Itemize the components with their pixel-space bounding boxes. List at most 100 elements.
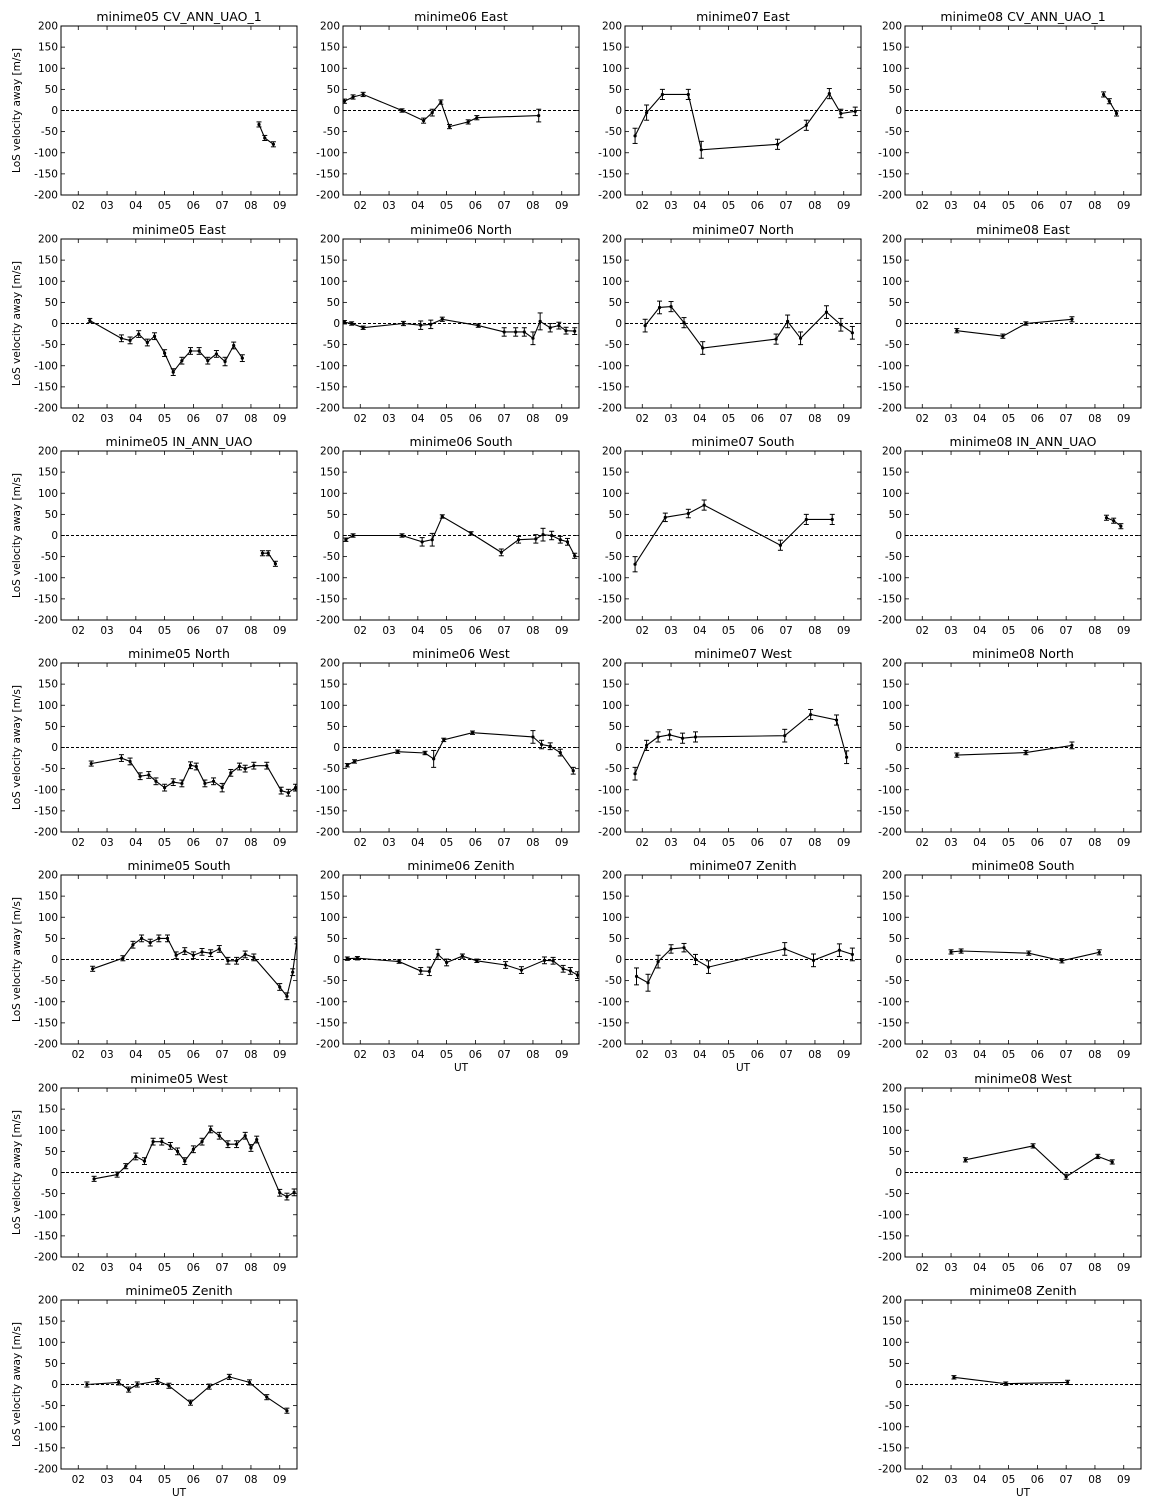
data-point xyxy=(89,761,93,766)
y-tick-label: -150 xyxy=(316,381,340,393)
x-tick-label: 07 xyxy=(215,1049,228,1061)
x-tick-label: 05 xyxy=(722,413,735,425)
x-tick-label: 03 xyxy=(944,200,957,212)
x-tick-label: 08 xyxy=(526,413,539,425)
y-tick-label: 0 xyxy=(895,105,902,117)
data-point xyxy=(203,781,207,786)
x-tick-label: 02 xyxy=(72,837,85,849)
y-tick-label: 150 xyxy=(38,1104,58,1116)
data-point xyxy=(137,332,141,336)
data-point xyxy=(668,733,672,737)
subplot: minime05 West 02 03 04 05 06 07 08 09 -200 -150 -10… xyxy=(11,1071,298,1274)
x-tick-label: 02 xyxy=(72,1262,85,1274)
x-tick-label: 02 xyxy=(916,413,929,425)
y-tick-label: -150 xyxy=(878,1017,902,1029)
data-series xyxy=(88,754,297,797)
axes-frame xyxy=(624,238,862,409)
data-point xyxy=(551,959,555,963)
x-tick-label: 07 xyxy=(779,200,792,212)
data-point xyxy=(657,305,662,310)
subplot: minime07 Zenith 02 03 04 05 06 07 08 09 -200 -150 -… xyxy=(598,858,862,1074)
axes-frame xyxy=(60,1087,298,1258)
y-tick-label: -100 xyxy=(34,572,58,584)
data-point xyxy=(134,1154,138,1159)
subplot: minime05 East 02 03 04 05 06 07 08 09 -200 -150 -10… xyxy=(11,222,298,425)
y-tick-label: 0 xyxy=(51,954,58,966)
data-point xyxy=(1064,1175,1068,1179)
x-tick-label: 08 xyxy=(808,1049,821,1061)
data-point xyxy=(548,326,552,330)
data-point xyxy=(263,136,267,140)
axes-frame xyxy=(904,1299,1142,1470)
data-point xyxy=(686,92,690,97)
x-tick-label: 03 xyxy=(664,837,677,849)
data-point xyxy=(1097,950,1101,954)
y-tick-label: 100 xyxy=(38,700,58,712)
x-tick-label: 08 xyxy=(526,200,539,212)
y-tick-label: -200 xyxy=(598,190,622,202)
y-tick-label: -50 xyxy=(885,339,902,351)
x-tick-label: 08 xyxy=(244,413,257,425)
data-point xyxy=(669,305,673,309)
data-point xyxy=(830,517,834,522)
y-tick-label: 200 xyxy=(38,234,58,246)
data-point xyxy=(682,946,686,950)
y-tick-label: 200 xyxy=(38,1083,58,1095)
x-tick-label: 03 xyxy=(100,837,113,849)
x-tick-label: 07 xyxy=(497,413,510,425)
y-tick-label: -200 xyxy=(316,403,340,415)
x-tick-label: 07 xyxy=(1059,837,1072,849)
y-tick-label: 0 xyxy=(333,742,340,754)
y-tick-label: -200 xyxy=(878,827,902,839)
y-tick-label: 150 xyxy=(320,679,340,691)
series-line xyxy=(262,552,276,565)
x-tick-label: 08 xyxy=(1088,1049,1101,1061)
y-tick-label: 100 xyxy=(38,276,58,288)
data-point xyxy=(1101,92,1106,97)
data-point xyxy=(217,947,221,951)
data-point xyxy=(699,148,703,152)
x-tick-label: 06 xyxy=(1031,837,1045,849)
y-tick-label: 50 xyxy=(889,1358,902,1370)
data-point xyxy=(469,531,473,535)
subplot: minime05 CV_ANN_UAO_1 02 03 04 05 06 07 08 09 -20… xyxy=(11,9,298,212)
data-point xyxy=(401,321,406,326)
y-tick-label: 200 xyxy=(38,658,58,670)
data-series xyxy=(343,312,578,346)
y-tick-label: -200 xyxy=(598,1039,622,1051)
x-tick-label: 08 xyxy=(526,837,539,849)
x-tick-label: 04 xyxy=(693,413,707,425)
y-tick-label: 100 xyxy=(882,1125,902,1137)
data-point xyxy=(200,1140,204,1144)
y-tick-label: -100 xyxy=(598,572,622,584)
data-point xyxy=(226,959,230,963)
y-tick-label: 200 xyxy=(38,870,58,882)
y-tick-label: -150 xyxy=(878,168,902,180)
subplot-title: minime05 West xyxy=(130,1071,228,1086)
data-point xyxy=(127,1387,131,1392)
y-tick-label: -100 xyxy=(878,996,902,1008)
subplot: minime08 IN_ANN_UAO 02 03 04 05 06 07 08 09 -200 -… xyxy=(878,434,1142,637)
y-tick-label: -200 xyxy=(598,615,622,627)
data-point xyxy=(209,1127,213,1132)
y-tick-label: 0 xyxy=(895,742,902,754)
data-series xyxy=(951,1375,1071,1386)
series-line xyxy=(644,306,853,349)
y-tick-label: 200 xyxy=(320,446,340,458)
subplot: minime05 Zenith 02 03 04 05 06 07 08 09 -200 -150 -… xyxy=(11,1283,298,1499)
subplot-title: minime08 IN_ANN_UAO xyxy=(950,434,1097,449)
data-point xyxy=(168,1144,172,1148)
x-tick-label: 02 xyxy=(72,200,85,212)
data-point xyxy=(285,1409,289,1413)
y-tick-label: -200 xyxy=(878,615,902,627)
data-point xyxy=(194,764,198,769)
data-point xyxy=(646,981,650,985)
data-point xyxy=(550,533,554,538)
y-tick-label: -200 xyxy=(878,403,902,415)
x-tick-label: 02 xyxy=(636,837,649,849)
y-tick-label: -50 xyxy=(885,126,902,138)
y-tick-label: -100 xyxy=(34,996,58,1008)
x-tick-label: 02 xyxy=(916,625,929,637)
y-tick-label: -150 xyxy=(598,381,622,393)
y-tick-label: 50 xyxy=(609,84,622,96)
